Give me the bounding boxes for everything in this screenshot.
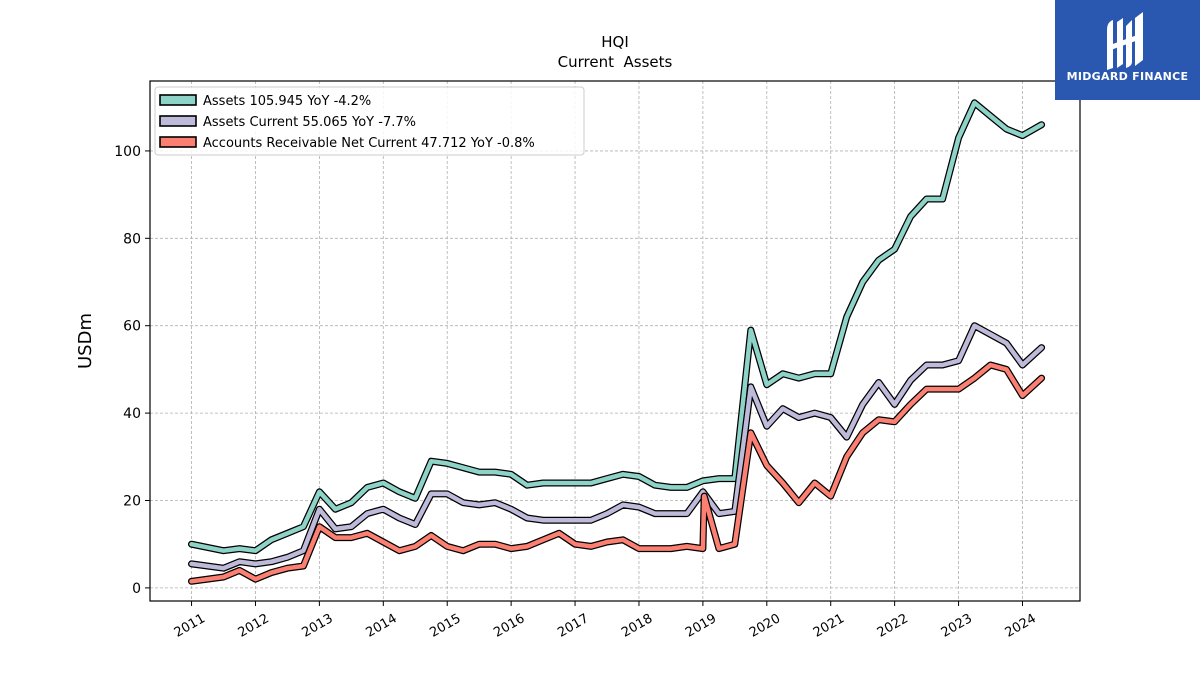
legend-entry: Accounts Receivable Net Current 47.712 Y… [203,136,535,151]
x-tick-label: 2011 [172,611,208,641]
y-tick-label: 60 [123,319,141,335]
series-lines [188,99,1046,585]
x-tick-label: 2024 [1003,611,1039,641]
x-tick-label: 2019 [683,611,719,641]
chart-subtitle: Current Assets [558,53,673,71]
grid [150,81,1080,601]
legend-entry: Assets Current 55.065 YoY -7.7% [203,115,416,130]
series-line-2 [189,362,1044,584]
legend-entry: Assets 105.945 YoY -4.2% [203,94,371,109]
legend-box [154,86,585,156]
x-tick-label: 2023 [939,611,975,641]
logo-mark-icon [1055,0,1200,100]
y-tick-label: 40 [123,406,141,422]
plot-frame [149,80,1081,602]
series-line-1 [189,323,1044,571]
legend-swatch [159,136,197,148]
x-tick-label: 2014 [363,611,399,641]
x-tick-label: 2016 [491,611,527,641]
x-axis-ticks: 2011 2012 2013 2014 2015 2016 2017 2018 2019 2020… [172,601,1039,641]
y-tick-label: 0 [132,581,141,597]
series-line-0 [189,100,1044,553]
legend-swatch [159,94,197,106]
y-axis-label: USDm [75,313,96,369]
legend-swatch [159,115,197,127]
x-tick-label: 2017 [555,611,591,641]
y-axis-ticks: 0 20 40 60 80 100 [114,144,150,597]
y-tick-label: 100 [114,144,141,160]
brand-logo: MIDGARD FINANCE [1055,0,1200,100]
y-tick-label: 20 [123,493,141,509]
x-tick-label: 2022 [875,611,911,641]
y-tick-label: 80 [123,231,141,247]
x-tick-label: 2018 [619,611,655,641]
x-tick-label: 2021 [811,611,847,641]
legend: Assets 105.945 YoY -4.2% Assets Current 5… [154,86,585,156]
chart-title: HQI [601,33,629,51]
logo-text: MIDGARD FINANCE [1066,70,1189,83]
x-tick-label: 2013 [300,611,336,641]
x-tick-label: 2012 [236,611,272,641]
x-tick-label: 2020 [747,611,783,641]
x-tick-label: 2015 [427,611,463,641]
